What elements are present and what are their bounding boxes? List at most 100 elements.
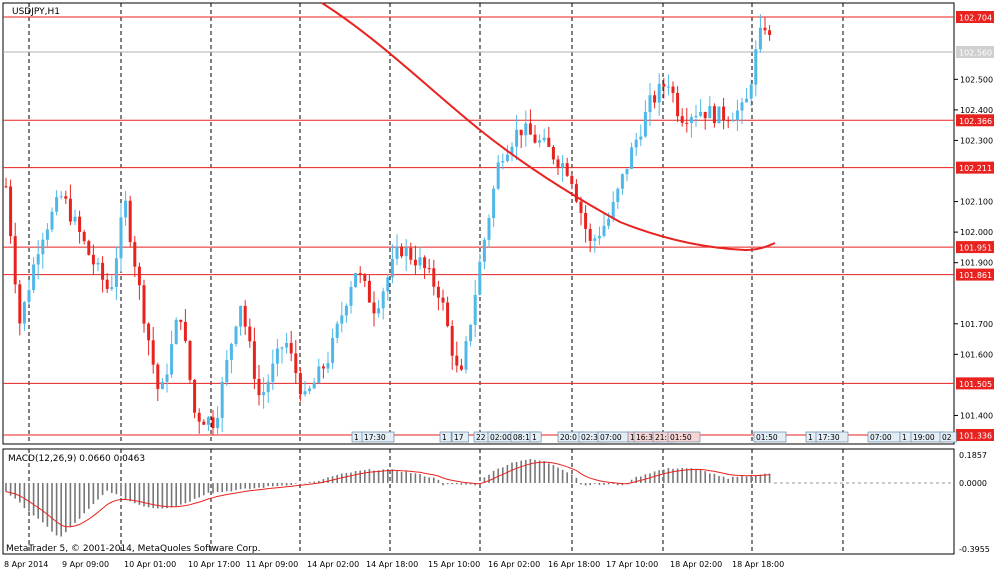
candle: [32, 257, 36, 293]
event-marker[interactable]: 07:00: [597, 431, 631, 443]
price-level-badge: [956, 161, 994, 174]
candle: [423, 255, 427, 279]
price-level-badge: [956, 268, 994, 281]
symbol-title: USDJPY,H1: [12, 7, 60, 17]
candle: [413, 245, 417, 275]
event-marker[interactable]: 1: [529, 431, 542, 443]
time-tick-label: 14 Apr 02:00: [307, 560, 359, 569]
price-level-badge: [956, 377, 994, 390]
candle: [745, 87, 749, 103]
candle: [436, 280, 440, 311]
candle: [464, 335, 468, 374]
svg-text:22: 22: [476, 433, 486, 442]
price-pane[interactable]: [2, 2, 955, 445]
candle: [216, 406, 220, 436]
event-marker[interactable]: 1: [351, 431, 364, 443]
event-marker[interactable]: 1: [899, 431, 912, 443]
candle: [151, 326, 155, 374]
time-tick-label: 9 Apr 09:00: [62, 560, 109, 569]
candle: [331, 328, 335, 369]
candle: [676, 86, 680, 122]
price-level-badge: [956, 114, 994, 127]
svg-text:19:00: 19:00: [913, 433, 935, 442]
candle: [275, 338, 279, 377]
candle: [147, 322, 151, 356]
candle: [768, 25, 772, 41]
candle: [712, 103, 716, 128]
candle: [611, 191, 615, 222]
candle: [473, 279, 477, 338]
event-marker[interactable]: 1: [805, 431, 818, 443]
candle: [225, 350, 229, 387]
svg-text:17: 17: [454, 433, 464, 442]
candle: [349, 280, 353, 314]
candle: [634, 132, 638, 156]
time-tick-label: 18 Apr 18:00: [732, 560, 784, 569]
candle: [708, 96, 712, 119]
candle: [602, 212, 606, 238]
candle: [579, 196, 583, 226]
candle: [409, 242, 413, 265]
event-marker[interactable]: 1: [439, 431, 452, 443]
price-level-label: 102.211: [959, 164, 992, 173]
candle: [740, 97, 744, 125]
candle: [367, 274, 371, 303]
candle: [570, 173, 574, 190]
svg-text:01:50: 01:50: [756, 433, 778, 442]
candle: [59, 191, 63, 200]
candle: [18, 280, 22, 336]
candle: [312, 377, 316, 389]
candle: [202, 419, 206, 425]
macd-label: MACD(12,26,9) 0.0660 0.0463: [8, 454, 145, 464]
event-marker[interactable]: 01:50: [667, 431, 701, 443]
candle: [754, 40, 758, 97]
candle: [556, 155, 560, 175]
time-tick-label: 14 Apr 18:00: [366, 560, 418, 569]
candle: [597, 226, 601, 245]
event-marker[interactable]: 02: [939, 431, 957, 443]
event-marker[interactable]: 17:30: [361, 431, 395, 443]
vertical-grid: [28, 3, 844, 554]
candle: [239, 305, 243, 336]
price-tick-label: 102.400: [960, 106, 993, 115]
price-level-label: 101.336: [959, 432, 992, 441]
event-marker[interactable]: 01:50: [753, 431, 787, 443]
price-tick-label: 102.100: [960, 198, 993, 207]
svg-text:1: 1: [630, 433, 635, 442]
svg-text:21:: 21:: [655, 433, 667, 442]
candle: [280, 346, 284, 364]
event-marker[interactable]: 17:30: [815, 431, 849, 443]
candle: [137, 262, 141, 300]
svg-text:02: 02: [942, 433, 952, 442]
candle: [381, 287, 385, 320]
horizontal-price-lines[interactable]: 102.704 102.366 102.211 101.951 101.861 101.5…: [3, 11, 994, 441]
candle: [55, 190, 59, 216]
price-tick-label: 102.300: [960, 136, 993, 145]
candle: [643, 100, 647, 138]
svg-text:1: 1: [532, 433, 537, 442]
svg-text:07:00: 07:00: [870, 433, 892, 442]
candle: [441, 289, 445, 311]
candle: [289, 330, 293, 362]
event-marker[interactable]: 07:00: [867, 431, 901, 443]
event-marker[interactable]: 17: [451, 431, 469, 443]
candle: [653, 90, 657, 109]
candle: [335, 320, 339, 344]
svg-text:20:0: 20:0: [560, 433, 577, 442]
candle: [524, 110, 528, 147]
candle: [400, 243, 404, 259]
candle: [340, 301, 344, 333]
macd-pane[interactable]: [2, 448, 955, 555]
candle: [262, 377, 266, 409]
candle: [101, 256, 105, 293]
candle: [234, 325, 238, 347]
price-level-label: 102.366: [959, 117, 992, 126]
candle: [358, 266, 362, 284]
candle: [183, 308, 187, 344]
candle: [404, 239, 408, 271]
event-marker[interactable]: 19:00: [910, 431, 944, 443]
event-markers[interactable]: 1 17:30 1 17 22 02:00 08:1 1 20:0 02:3 07:00 1 16:3 2…: [351, 431, 957, 443]
candle: [229, 342, 233, 374]
candle: [96, 257, 100, 272]
